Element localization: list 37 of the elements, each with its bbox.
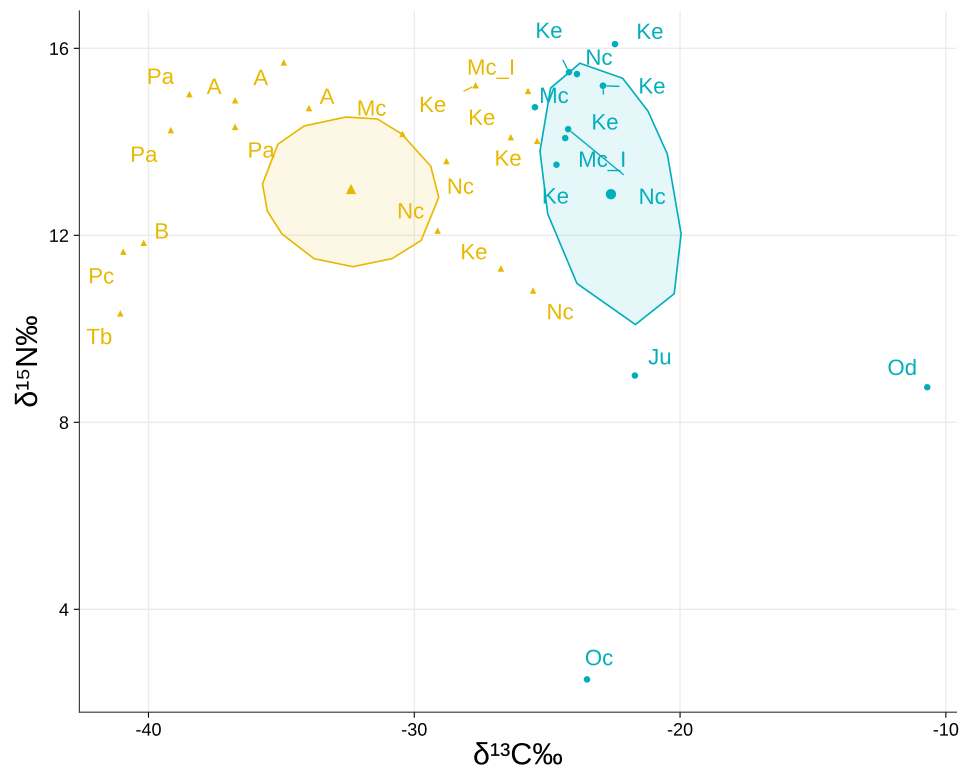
x-axis-title: δ¹³C‰ xyxy=(474,742,562,765)
data-label: Ke xyxy=(537,22,562,38)
x-tick-label: -20 xyxy=(668,723,692,736)
data-label: Oc xyxy=(586,650,613,666)
data-label: Od xyxy=(888,358,916,376)
data-label: Pc xyxy=(90,268,114,284)
data-label: Pa xyxy=(249,142,275,158)
data-label: Ke xyxy=(593,114,618,130)
data-label: Ke xyxy=(470,110,494,126)
data-label: Mc xyxy=(358,100,386,116)
x-tick-label: -10 xyxy=(934,723,958,736)
data-label: Mc_I xyxy=(468,59,514,80)
data-label: Ke xyxy=(462,244,487,260)
y-tick-label: 16 xyxy=(50,42,68,56)
data-label: Nc xyxy=(398,203,424,219)
data-label: Ke xyxy=(638,24,663,40)
x-tick-label: -30 xyxy=(402,723,427,736)
data-label: Nc xyxy=(587,49,612,65)
y-tick-label: 4 xyxy=(59,603,68,616)
y-tick-label: 8 xyxy=(60,416,68,430)
data-label: A xyxy=(320,88,334,104)
data-label: Pa xyxy=(148,68,174,84)
y-axis-title: δ¹⁵N‰ xyxy=(14,316,38,406)
data-label: Tb xyxy=(86,328,112,344)
data-label: Pa xyxy=(132,146,158,162)
y-tick-label: 12 xyxy=(50,229,68,242)
data-label: Nc xyxy=(548,304,574,320)
data-label: A xyxy=(253,70,268,86)
data-label: Ju xyxy=(648,349,670,365)
data-label: Ke xyxy=(640,78,665,94)
data-label: Nc xyxy=(448,178,474,194)
data-label: A xyxy=(206,78,222,94)
data-label: Nc xyxy=(640,188,666,204)
data-label: Ke xyxy=(420,96,446,112)
x-tick-label: -40 xyxy=(136,723,161,736)
data-label: B xyxy=(156,223,168,239)
data-label: Ke xyxy=(496,150,521,166)
